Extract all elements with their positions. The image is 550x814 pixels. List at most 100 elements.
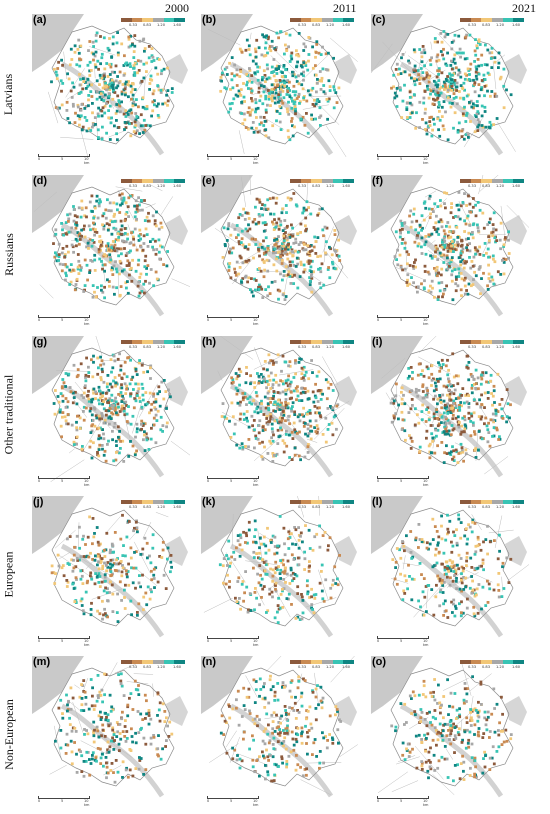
hex-cell <box>61 378 64 381</box>
hex-cell <box>292 254 295 257</box>
hex-cell <box>263 85 266 88</box>
hex-cell <box>132 388 135 391</box>
hex-cell <box>106 591 109 594</box>
hex-cell <box>102 433 105 436</box>
hex-cell <box>111 564 114 567</box>
hex-cell <box>108 415 111 418</box>
hex-cell <box>443 100 446 103</box>
hex-cell <box>255 279 258 282</box>
hex-cell <box>457 567 460 570</box>
legend-tick-label: 0.83 <box>143 184 151 188</box>
hex-cell <box>235 94 238 97</box>
hex-cell <box>127 196 130 199</box>
hex-cell <box>320 398 323 401</box>
hex-cell <box>471 260 474 263</box>
hex-cell <box>308 560 311 563</box>
hex-cell <box>417 69 420 72</box>
hex-cell <box>464 285 467 288</box>
hex-cell <box>53 582 56 585</box>
hex-cell <box>471 589 474 592</box>
hex-cell <box>457 74 460 77</box>
hex-cell <box>408 375 411 378</box>
hex-cell <box>73 364 76 367</box>
hex-cell <box>453 574 456 577</box>
hex-cell <box>242 600 245 603</box>
hex-cell <box>137 259 140 262</box>
hex-cell <box>144 449 147 452</box>
hex-cell <box>108 285 111 288</box>
hex-cell <box>98 198 101 201</box>
hex-cell <box>458 256 461 259</box>
hex-cell <box>255 407 258 410</box>
hex-cell <box>394 578 397 581</box>
hex-cell <box>97 68 100 71</box>
hex-cell <box>92 296 95 299</box>
hex-cell <box>273 390 276 393</box>
hex-cell <box>395 95 398 98</box>
hex-cell <box>396 249 399 252</box>
hex-cell <box>161 246 164 249</box>
hex-cell <box>281 207 284 210</box>
hex-cell <box>68 269 71 272</box>
hex-cell <box>503 273 506 276</box>
hex-cell <box>103 270 106 273</box>
hex-cell <box>502 417 505 420</box>
hex-cell <box>475 594 478 597</box>
hex-cell <box>254 48 257 51</box>
hex-cell <box>239 48 242 51</box>
hex-cell <box>302 87 305 90</box>
hex-cell <box>413 208 416 211</box>
hex-cell <box>281 419 284 422</box>
hex-cell <box>134 436 137 439</box>
hex-cell <box>219 563 222 566</box>
hex-cell <box>478 266 481 269</box>
hex-cell <box>84 543 87 546</box>
scale-label: 5 <box>61 318 63 322</box>
hex-cell <box>84 259 87 262</box>
hex-cell <box>423 279 426 282</box>
hex-cell <box>241 583 244 586</box>
hex-cell <box>109 383 112 386</box>
hex-cell <box>483 74 486 77</box>
hex-cell <box>434 37 437 40</box>
hex-cell <box>267 375 270 378</box>
hex-cell <box>239 266 242 269</box>
hex-cell <box>117 406 120 409</box>
hex-cell <box>252 221 255 224</box>
hex-cell <box>124 361 127 364</box>
hex-cell <box>144 124 147 127</box>
hex-cell <box>463 430 466 433</box>
hex-cell <box>260 402 263 405</box>
hex-cell <box>395 561 398 564</box>
hex-cell <box>76 535 79 538</box>
hex-cell <box>271 40 274 43</box>
hex-cell <box>443 430 446 433</box>
hex-cell <box>482 254 485 257</box>
hex-cell <box>267 95 270 98</box>
hex-cell <box>476 100 479 103</box>
hex-cell <box>289 261 292 264</box>
scale-label: 10 km <box>253 639 259 647</box>
hex-cell <box>446 268 449 271</box>
hex-cell <box>92 222 95 225</box>
hex-cell <box>103 549 106 552</box>
hex-cell <box>267 136 270 139</box>
hex-cell <box>479 292 482 295</box>
legend-swatch <box>343 179 354 183</box>
hex-cell <box>82 126 85 129</box>
hex-cell <box>271 45 274 48</box>
hex-cell <box>260 207 263 210</box>
hex-cell <box>264 396 267 399</box>
hex-cell <box>446 64 449 67</box>
hex-cell <box>82 410 85 413</box>
hex-cell <box>162 424 165 427</box>
hex-cell <box>407 253 410 256</box>
scale-label: 5 <box>61 157 63 161</box>
hex-cell <box>300 532 303 535</box>
hex-cell <box>413 93 416 96</box>
hex-cell <box>152 248 155 251</box>
hex-cell <box>489 52 492 55</box>
hex-cell <box>429 213 432 216</box>
hex-cell <box>490 90 493 93</box>
hex-cell <box>131 88 134 91</box>
